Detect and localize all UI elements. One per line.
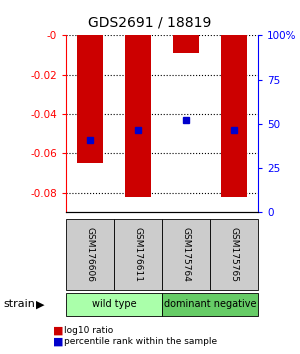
Bar [125,35,151,197]
Text: strain: strain [3,299,35,309]
Text: ■: ■ [52,326,63,336]
Bar [77,35,103,163]
Text: GSM175764: GSM175764 [182,227,190,282]
Text: log10 ratio: log10 ratio [64,326,114,336]
Text: percentile rank within the sample: percentile rank within the sample [64,337,218,346]
Text: ■: ■ [52,337,63,347]
Text: wild type: wild type [92,299,136,309]
Text: ▶: ▶ [36,299,45,309]
Bar [221,35,247,197]
Text: dominant negative: dominant negative [164,299,256,309]
Text: GSM176611: GSM176611 [134,227,142,282]
Text: GSM176606: GSM176606 [85,227,94,282]
Text: GDS2691 / 18819: GDS2691 / 18819 [88,16,212,30]
Bar [173,35,199,53]
Text: GSM175765: GSM175765 [230,227,238,282]
